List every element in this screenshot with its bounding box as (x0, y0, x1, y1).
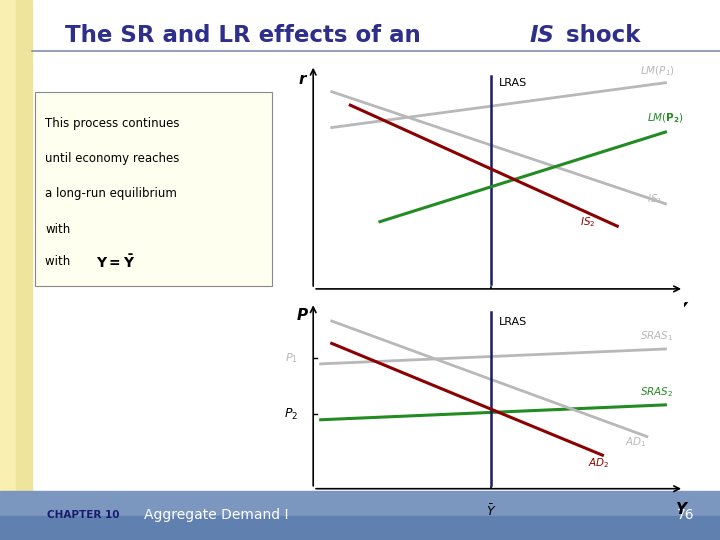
Text: 76: 76 (678, 508, 695, 522)
Text: P: P (297, 308, 307, 323)
Text: LRAS: LRAS (498, 318, 527, 327)
Bar (0, 516, 720, 540)
Text: Y: Y (675, 302, 685, 318)
Text: $\bar{Y}$: $\bar{Y}$ (486, 504, 496, 519)
Text: $SRAS_1$: $SRAS_1$ (639, 329, 673, 343)
Text: IS: IS (529, 24, 554, 46)
Text: CHAPTER 10: CHAPTER 10 (47, 510, 120, 519)
Text: $P_2$: $P_2$ (284, 407, 298, 422)
Bar (35, 92, 272, 286)
Text: $IS_1$: $IS_1$ (647, 192, 662, 206)
Bar (0, 491, 720, 540)
Text: $\mathbf{Y = \bar{Y}}$: $\mathbf{Y = \bar{Y}}$ (96, 253, 135, 271)
Bar (0, 0, 16, 491)
Bar (16, 0, 32, 491)
Text: $IS_2$: $IS_2$ (580, 215, 595, 228)
Text: until economy reaches: until economy reaches (45, 152, 180, 165)
Text: a long-run equilibrium: a long-run equilibrium (45, 187, 177, 200)
Text: r: r (298, 71, 306, 86)
Text: with: with (45, 255, 86, 268)
Text: Y: Y (675, 502, 685, 517)
Text: shock: shock (558, 24, 640, 46)
Text: $LM(\mathbf{P_2})$: $LM(\mathbf{P_2})$ (647, 112, 684, 125)
Text: The SR and LR effects of an: The SR and LR effects of an (65, 24, 428, 46)
Text: $AD_1$: $AD_1$ (625, 435, 647, 449)
Text: $SRAS_2$: $SRAS_2$ (639, 386, 672, 399)
Text: $LM(P_1)$: $LM(P_1)$ (639, 65, 675, 78)
Text: LRAS: LRAS (498, 78, 527, 88)
Text: $P_1$: $P_1$ (285, 352, 298, 365)
Text: Aggregate Demand I: Aggregate Demand I (144, 508, 289, 522)
Text: $\bar{Y}$: $\bar{Y}$ (486, 302, 496, 318)
Text: with: with (45, 222, 71, 235)
Text: $AD_2$: $AD_2$ (588, 456, 609, 469)
Text: This process continues: This process continues (45, 117, 180, 130)
